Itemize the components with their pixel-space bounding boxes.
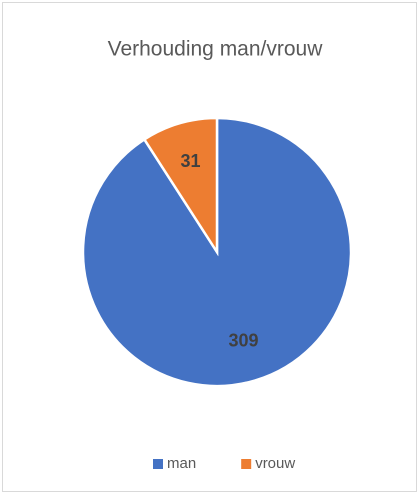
pie-slice	[142, 116, 219, 257]
legend-label: man	[167, 455, 196, 472]
legend-label: vrouw	[255, 455, 295, 472]
chart-title: Verhouding man/vrouw	[108, 38, 324, 61]
legend-swatch	[241, 459, 252, 469]
legend-swatch	[153, 459, 163, 469]
data-label: 31	[180, 151, 200, 171]
data-label: 309	[228, 331, 258, 351]
